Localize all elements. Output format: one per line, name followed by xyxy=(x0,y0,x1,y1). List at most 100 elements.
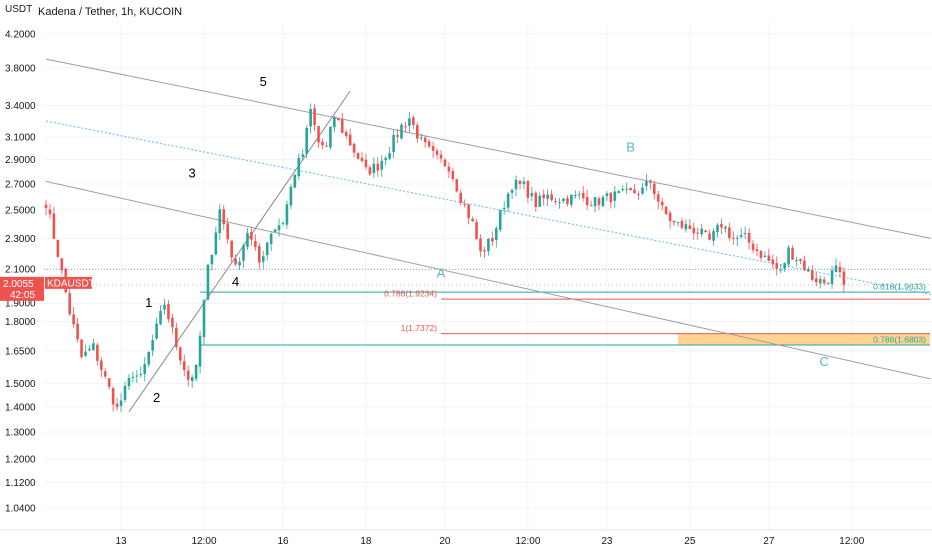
candle xyxy=(613,185,617,209)
candle xyxy=(179,345,182,365)
elliott-wave-label: 1 xyxy=(145,295,152,310)
candle xyxy=(759,250,763,261)
fib-level-label: 0.786(1.9234) xyxy=(384,289,437,299)
candle xyxy=(672,219,676,227)
candle xyxy=(534,191,538,212)
y-tick-label: 2.1000 xyxy=(5,265,36,276)
candle xyxy=(633,184,636,194)
candle xyxy=(281,221,285,226)
candle xyxy=(368,165,372,177)
last-price-tag: 2.0055 42:05 KDAUSDT xyxy=(0,276,95,301)
candle xyxy=(538,192,542,207)
candle xyxy=(728,222,731,241)
candle xyxy=(76,317,79,343)
trend-line[interactable] xyxy=(128,90,351,413)
x-tick-label: 16 xyxy=(277,536,289,547)
candle xyxy=(313,103,316,132)
candle xyxy=(60,258,64,275)
candle xyxy=(301,148,305,161)
correction-wave-label: A xyxy=(437,265,446,280)
y-tick-label: 1.4000 xyxy=(5,402,36,413)
y-tick-label: 1.1200 xyxy=(5,478,36,489)
candle xyxy=(570,194,573,208)
candle xyxy=(463,199,466,208)
candle xyxy=(333,115,336,133)
candle xyxy=(293,174,297,188)
candle xyxy=(135,370,139,384)
candles xyxy=(44,103,846,412)
candle xyxy=(238,257,241,271)
candle xyxy=(739,228,743,239)
target-zone[interactable] xyxy=(678,333,930,345)
candle xyxy=(712,228,715,246)
candle xyxy=(617,189,621,194)
y-tick-label: 3.8000 xyxy=(5,63,36,74)
time-axis[interactable]: 13 12:00 16 18 20 12:00 23 25 27 12:00 xyxy=(0,529,932,547)
candle xyxy=(198,330,202,374)
candle xyxy=(48,203,52,219)
candle xyxy=(692,222,696,240)
candle xyxy=(435,148,439,160)
candle xyxy=(222,204,226,230)
candle xyxy=(522,176,526,190)
elliott-wave-label: 5 xyxy=(260,74,267,89)
candle xyxy=(419,133,423,141)
y-tick-label: 1.5000 xyxy=(5,379,36,390)
candle xyxy=(234,254,237,267)
channel-upper-line[interactable] xyxy=(45,58,931,239)
candle xyxy=(214,226,218,256)
candle xyxy=(684,219,688,233)
candle xyxy=(155,317,158,341)
candle xyxy=(246,227,249,250)
candle xyxy=(242,243,245,268)
y-tick-label: 2.9000 xyxy=(5,155,36,166)
symbol-tag: KDAUSDT xyxy=(47,278,95,289)
candle xyxy=(716,222,719,238)
candle xyxy=(127,374,131,390)
candle xyxy=(392,130,395,159)
channel-lower-line[interactable] xyxy=(45,180,931,380)
candle xyxy=(218,204,222,241)
elliott-wave-label: 4 xyxy=(232,274,239,289)
candle xyxy=(309,103,312,134)
candle xyxy=(427,139,431,149)
candle xyxy=(230,240,233,263)
candle xyxy=(593,196,597,213)
candle xyxy=(96,342,99,366)
candle xyxy=(84,344,87,357)
candle xyxy=(151,334,154,357)
candle xyxy=(708,229,711,241)
candle xyxy=(356,152,360,160)
candle xyxy=(273,228,277,233)
candle xyxy=(297,153,301,180)
candle xyxy=(495,226,498,248)
candle xyxy=(589,200,593,207)
y-tick-label: 1.3000 xyxy=(5,428,36,439)
candle xyxy=(186,365,190,387)
candle xyxy=(340,112,344,134)
candle xyxy=(202,298,206,345)
candle xyxy=(352,142,356,158)
candle xyxy=(254,234,257,252)
candle xyxy=(123,381,127,403)
candle xyxy=(842,267,846,292)
candle xyxy=(190,374,194,389)
candle xyxy=(380,155,384,177)
chart-title: Kadena / Tether, 1h, KUCOIN xyxy=(38,6,182,18)
candle xyxy=(210,254,214,271)
candle xyxy=(704,229,707,233)
candle xyxy=(771,254,775,269)
candle xyxy=(621,185,624,192)
x-tick-label: 23 xyxy=(601,536,613,547)
candle xyxy=(100,357,103,378)
candle xyxy=(258,242,261,270)
candle xyxy=(321,138,324,150)
x-tick-label: 13 xyxy=(115,536,127,547)
fib-level-label: 0.618(1.9633) xyxy=(873,282,926,292)
candle xyxy=(329,126,332,151)
candle xyxy=(475,218,478,241)
candle xyxy=(724,224,727,233)
price-axis[interactable]: 4.2000 3.8000 3.4000 3.1000 2.9000 2.7000 2.50… xyxy=(5,29,36,514)
y-tick-label: 4.2000 xyxy=(5,29,36,40)
